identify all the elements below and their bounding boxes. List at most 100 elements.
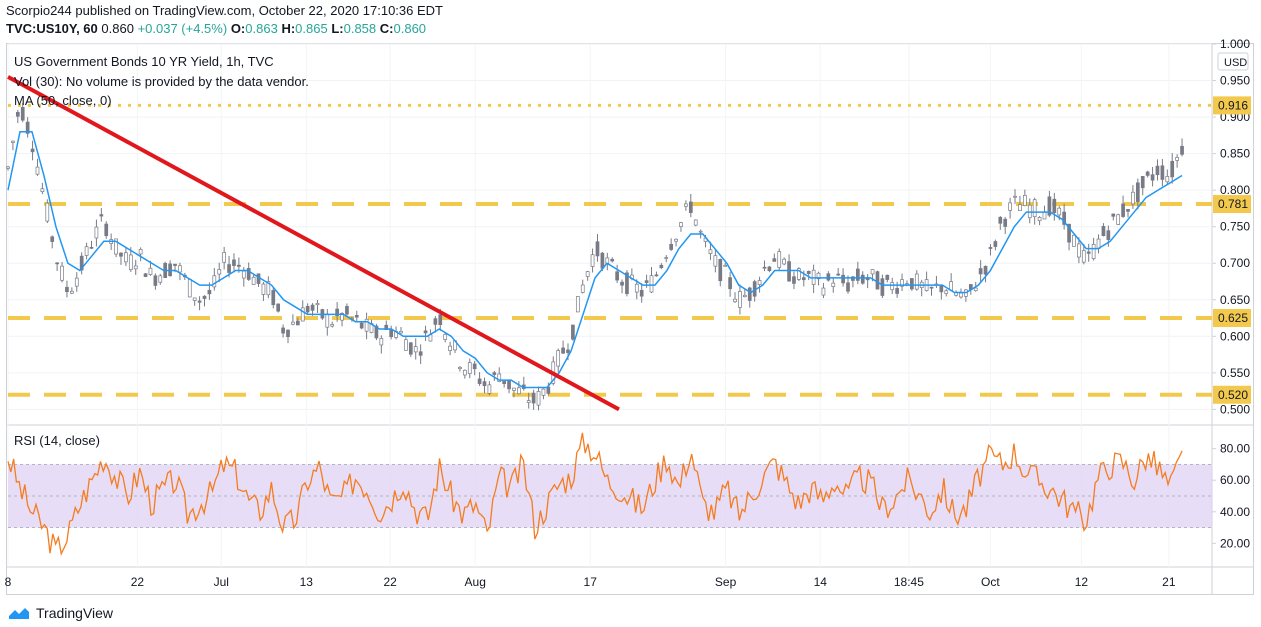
- level-badge-label: 0.625: [1218, 311, 1248, 325]
- candle-body: [148, 267, 153, 275]
- price-tick-label: 0.750: [1220, 220, 1250, 234]
- candle-body: [806, 271, 811, 274]
- candle-body: [467, 362, 472, 374]
- symbol-name[interactable]: TVC:US10Y, 60: [6, 21, 98, 36]
- time-tick-label: Jul: [214, 575, 229, 589]
- downtrend-line: [7, 75, 620, 412]
- candle-body: [914, 273, 919, 290]
- candle-body: [900, 279, 904, 287]
- candle-body: [541, 388, 546, 396]
- candle-body: [340, 313, 344, 321]
- candle-body: [94, 226, 99, 239]
- candle-body: [875, 271, 880, 290]
- candle-body: [251, 276, 256, 285]
- rsi-line: [7, 432, 1183, 556]
- price-tick-label: 0.950: [1220, 74, 1250, 88]
- candle-body: [6, 166, 10, 169]
- candle-body: [1042, 211, 1047, 220]
- candle-body: [187, 278, 192, 298]
- candle-body: [359, 322, 364, 329]
- time-tick-label: 17: [584, 575, 598, 589]
- candle-body: [325, 313, 330, 328]
- currency-label: USD: [1224, 57, 1247, 69]
- candle-body: [472, 363, 477, 370]
- candle-body: [1086, 251, 1091, 254]
- candle-body: [197, 300, 202, 303]
- candle-body: [831, 282, 836, 287]
- candle-body: [502, 380, 506, 384]
- candle-body: [595, 241, 600, 257]
- candle-body: [35, 166, 40, 175]
- time-tick-label: Sep: [715, 575, 737, 589]
- candle-body: [620, 281, 624, 286]
- candle-body: [114, 238, 118, 255]
- candle-body: [124, 252, 128, 263]
- candle-body: [507, 379, 511, 390]
- candle-body: [821, 287, 826, 296]
- candle-body: [202, 295, 207, 299]
- candle-body: [1008, 202, 1012, 211]
- candle-body: [1077, 243, 1081, 258]
- candle-body: [733, 298, 737, 303]
- candle-body: [723, 264, 728, 267]
- candle-body: [1081, 250, 1086, 263]
- candle-body: [1135, 182, 1140, 202]
- time-tick-label: 8: [5, 575, 12, 589]
- candle-body: [379, 338, 384, 346]
- candle-body: [50, 236, 55, 242]
- candle-body: [281, 327, 285, 334]
- candle-body: [949, 281, 954, 291]
- candle-body: [276, 303, 281, 312]
- candle-body: [679, 222, 683, 227]
- candle-body: [693, 219, 698, 226]
- candle-body: [639, 289, 644, 297]
- candle-body: [1013, 195, 1017, 198]
- candle-body: [1111, 213, 1116, 217]
- candle-body: [295, 320, 300, 326]
- candle-body: [728, 277, 732, 290]
- candle-body: [870, 269, 875, 275]
- candle-body: [526, 400, 531, 403]
- close-label: C:: [379, 21, 394, 36]
- candle-body: [477, 378, 482, 384]
- candle-body: [173, 263, 177, 266]
- candle-body: [438, 314, 443, 325]
- time-tick-label: Oct: [981, 575, 1000, 589]
- price-tick-label: 0.700: [1220, 256, 1250, 270]
- candle-body: [389, 329, 394, 338]
- publisher-line: Scorpio244 published on TradingView.com,…: [6, 3, 443, 18]
- price-tick-label: 0.800: [1220, 183, 1250, 197]
- candle-body: [207, 289, 212, 295]
- candle-body: [261, 283, 266, 295]
- open-value: 0.863: [245, 21, 278, 36]
- candle-body: [458, 366, 462, 370]
- candle-body: [684, 203, 688, 207]
- candle-body: [104, 223, 109, 237]
- candle-body: [708, 249, 713, 254]
- candle-body: [939, 285, 944, 293]
- candle-body: [561, 347, 565, 354]
- candle-body: [512, 387, 516, 391]
- candle-body: [133, 265, 138, 270]
- candle-body: [782, 258, 786, 265]
- time-tick-label: 12: [1075, 575, 1089, 589]
- candle-body: [232, 259, 236, 266]
- candle-body: [851, 276, 855, 281]
- candle-body: [335, 308, 339, 316]
- candle-body: [74, 277, 79, 287]
- candle-body: [988, 247, 993, 249]
- candle-body: [399, 330, 403, 334]
- volume-legend: Vol (30): No volume is provided by the d…: [14, 74, 309, 89]
- candle-body: [84, 246, 89, 256]
- candle-body: [590, 254, 595, 267]
- candle-body: [433, 318, 438, 325]
- rsi-tick-label: 20.00: [1220, 536, 1250, 550]
- candle-body: [625, 272, 629, 294]
- footer-brand[interactable]: TradingView: [8, 605, 113, 621]
- candle-body: [983, 265, 988, 275]
- candle-body: [227, 264, 231, 273]
- tradingview-logo-icon: [9, 608, 29, 619]
- price-change: +0.037 (+4.5%): [137, 21, 228, 36]
- publisher-text: Scorpio244 published on TradingView.com,…: [6, 3, 443, 18]
